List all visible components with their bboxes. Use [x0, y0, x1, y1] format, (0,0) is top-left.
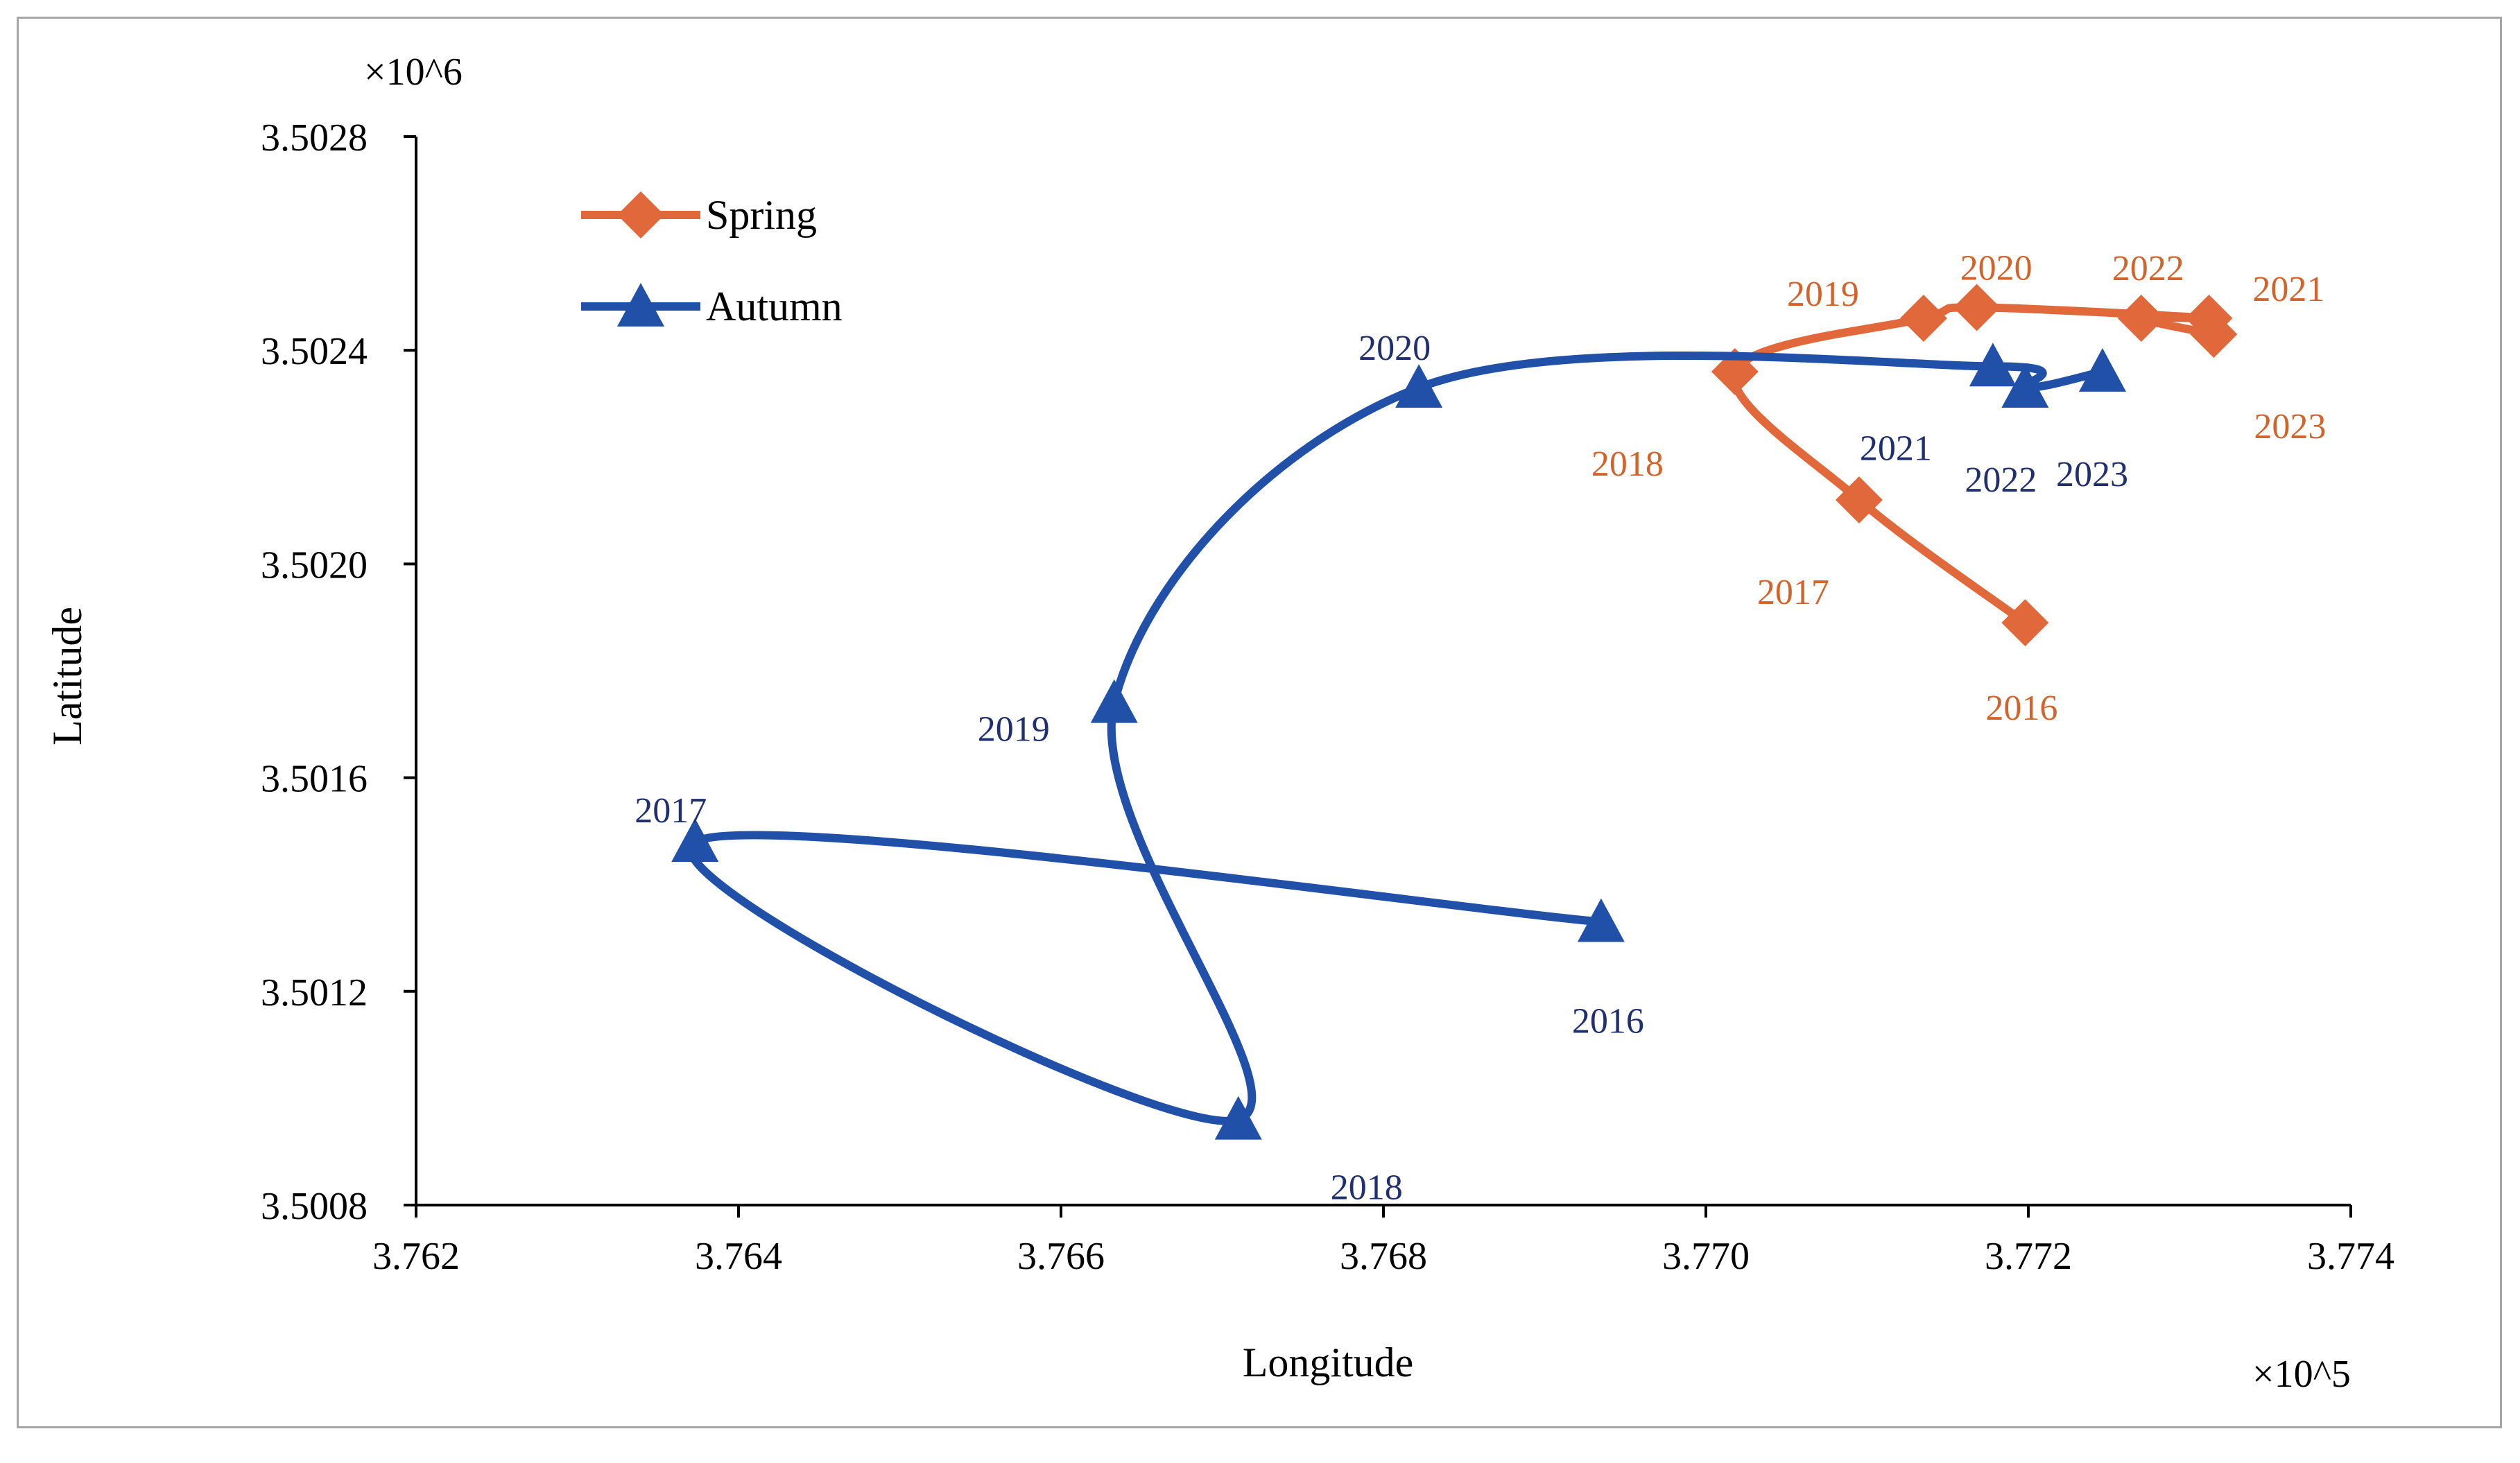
point-label-spring-2018: 2018	[1591, 444, 1664, 484]
chart-frame	[17, 17, 2502, 1428]
y-tick-label: 3.5020	[261, 544, 368, 587]
y-tick-label: 3.5024	[261, 330, 368, 373]
point-autumn-2017	[671, 818, 719, 862]
point-label-autumn-2023: 2023	[2056, 455, 2128, 494]
point-autumn-2016	[1577, 898, 1625, 942]
legend-item-autumn: Autumn	[581, 283, 843, 329]
legend: Spring Autumn	[581, 191, 843, 329]
series-line-autumn	[686, 352, 2107, 1125]
legend-marker-autumn	[617, 283, 664, 327]
axes: 3.762 3.764 3.766 3.768 3.770 3.772 3.774 3.500…	[261, 116, 2394, 1278]
y-tick-label: 3.5012	[261, 971, 368, 1014]
point-label-autumn-2022: 2022	[1965, 460, 2037, 500]
series-layer: 2016 2017 2018 2019 2020 2021 2022 2023 2016 2017…	[635, 249, 2326, 1208]
x-tick-label: 3.774	[2307, 1235, 2394, 1278]
point-label-spring-2021: 2021	[2252, 270, 2324, 309]
point-label-autumn-2016: 2016	[1572, 1002, 1644, 1041]
point-spring-2020	[1953, 284, 2001, 331]
point-label-autumn-2018: 2018	[1331, 1168, 1403, 1208]
x-tick-label: 3.766	[1017, 1235, 1105, 1278]
point-label-spring-2023: 2023	[2254, 407, 2326, 447]
y-tick-label: 3.5008	[261, 1185, 368, 1228]
y-multiplier-label: ×10^6	[364, 51, 463, 94]
point-label-spring-2020: 2020	[1960, 249, 2033, 288]
point-label-spring-2016: 2016	[1985, 689, 2057, 728]
point-label-spring-2019: 2019	[1787, 275, 1859, 314]
legend-label-spring: Spring	[706, 192, 817, 238]
legend-label-autumn: Autumn	[706, 284, 843, 329]
x-multiplier-label: ×10^5	[2252, 1353, 2351, 1396]
point-spring-2022	[2117, 294, 2165, 342]
point-label-autumn-2020: 2020	[1358, 329, 1431, 368]
series-autumn: 2016 2017 2018 2019 2020 2021 2022 2023	[635, 329, 2128, 1208]
y-tick-label: 3.5028	[261, 116, 368, 159]
y-tick-label: 3.5016	[261, 758, 368, 801]
point-autumn-2018	[1214, 1096, 1262, 1140]
x-tick-label: 3.772	[1985, 1235, 2072, 1278]
legend-marker-spring	[617, 191, 664, 239]
point-label-autumn-2019: 2019	[978, 710, 1050, 750]
legend-item-spring: Spring	[581, 191, 817, 239]
y-axis-title: Latitude	[44, 607, 90, 745]
x-tick-label: 3.768	[1340, 1235, 1427, 1278]
point-autumn-2021	[1969, 343, 2017, 387]
point-autumn-2019	[1090, 679, 1138, 723]
point-label-autumn-2021: 2021	[1860, 428, 1932, 468]
point-autumn-2023	[2078, 348, 2126, 392]
point-label-spring-2022: 2022	[2112, 249, 2184, 288]
point-label-autumn-2017: 2017	[635, 791, 707, 831]
x-tick-label: 3.764	[695, 1235, 782, 1278]
series-spring: 2016 2017 2018 2019 2020 2021 2022 2023	[1591, 249, 2327, 729]
point-autumn-2022	[2001, 364, 2049, 408]
point-label-spring-2017: 2017	[1757, 573, 1829, 612]
point-spring-2016	[2001, 599, 2049, 647]
x-axis-title: Longitude	[1243, 1340, 1414, 1385]
point-autumn-2020	[1395, 364, 1443, 408]
x-tick-label: 3.762	[372, 1235, 460, 1278]
point-spring-2017	[1835, 476, 1883, 523]
point-spring-2019	[1899, 294, 1947, 342]
point-spring-2023	[2190, 311, 2238, 358]
x-tick-label: 3.770	[1662, 1235, 1750, 1278]
